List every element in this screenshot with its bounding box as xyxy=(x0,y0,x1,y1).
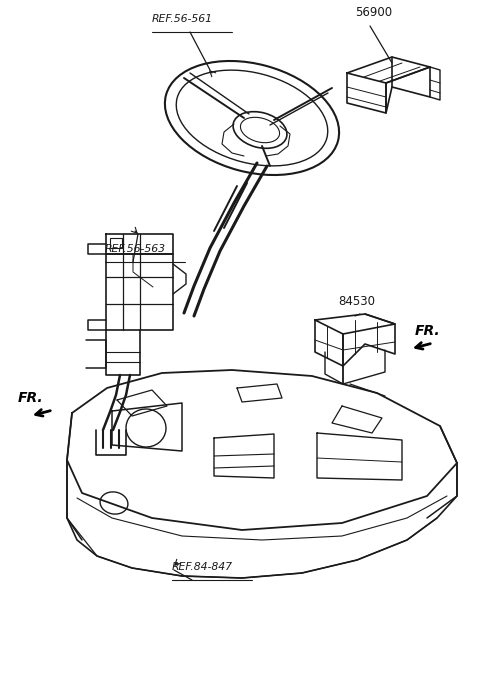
Text: FR.: FR. xyxy=(18,391,44,405)
Text: REF.84-847: REF.84-847 xyxy=(172,562,233,572)
Text: 56900: 56900 xyxy=(355,6,392,19)
Bar xyxy=(110,238,122,248)
Text: REF.56-563: REF.56-563 xyxy=(105,244,166,254)
Text: FR.: FR. xyxy=(415,324,441,338)
Text: 84530: 84530 xyxy=(338,295,375,308)
Text: REF.56-561: REF.56-561 xyxy=(152,14,213,24)
